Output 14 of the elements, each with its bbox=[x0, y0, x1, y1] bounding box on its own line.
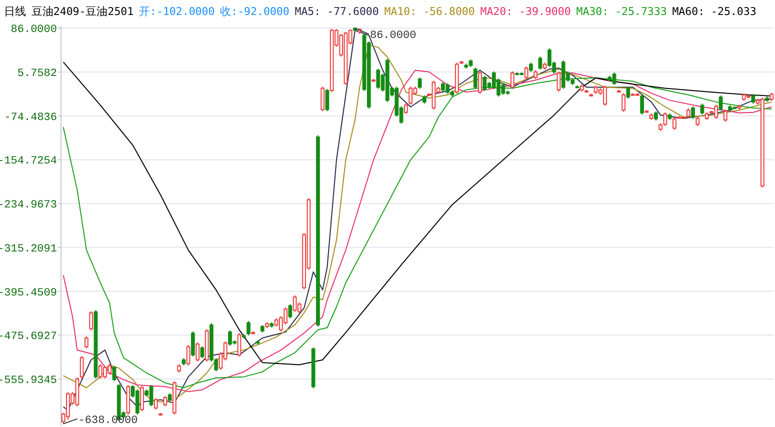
chart-subtitle: 豆油2409-豆油2501 bbox=[31, 5, 134, 18]
y-tick-label: 5.7582 bbox=[17, 68, 57, 80]
text: 收:-92.0000 bbox=[220, 5, 290, 18]
y-tick-label: -74.4836 bbox=[4, 112, 57, 124]
text: MA20: -39.9000 bbox=[480, 5, 571, 18]
series-label: MA5: -77.6000 bbox=[294, 5, 379, 18]
y-tick-label: 86.0000 bbox=[10, 24, 57, 36]
text: MA10: -56.8000 bbox=[384, 5, 475, 18]
text: 开:-102.0000 bbox=[139, 5, 215, 18]
text: MA60: -25.033 bbox=[672, 5, 756, 18]
annotation: 86.0000 bbox=[370, 30, 416, 42]
text: MA30: -25.7333 bbox=[576, 5, 667, 18]
chart-title: 日线 bbox=[4, 5, 26, 18]
annotation: -638.0000 bbox=[78, 414, 138, 427]
